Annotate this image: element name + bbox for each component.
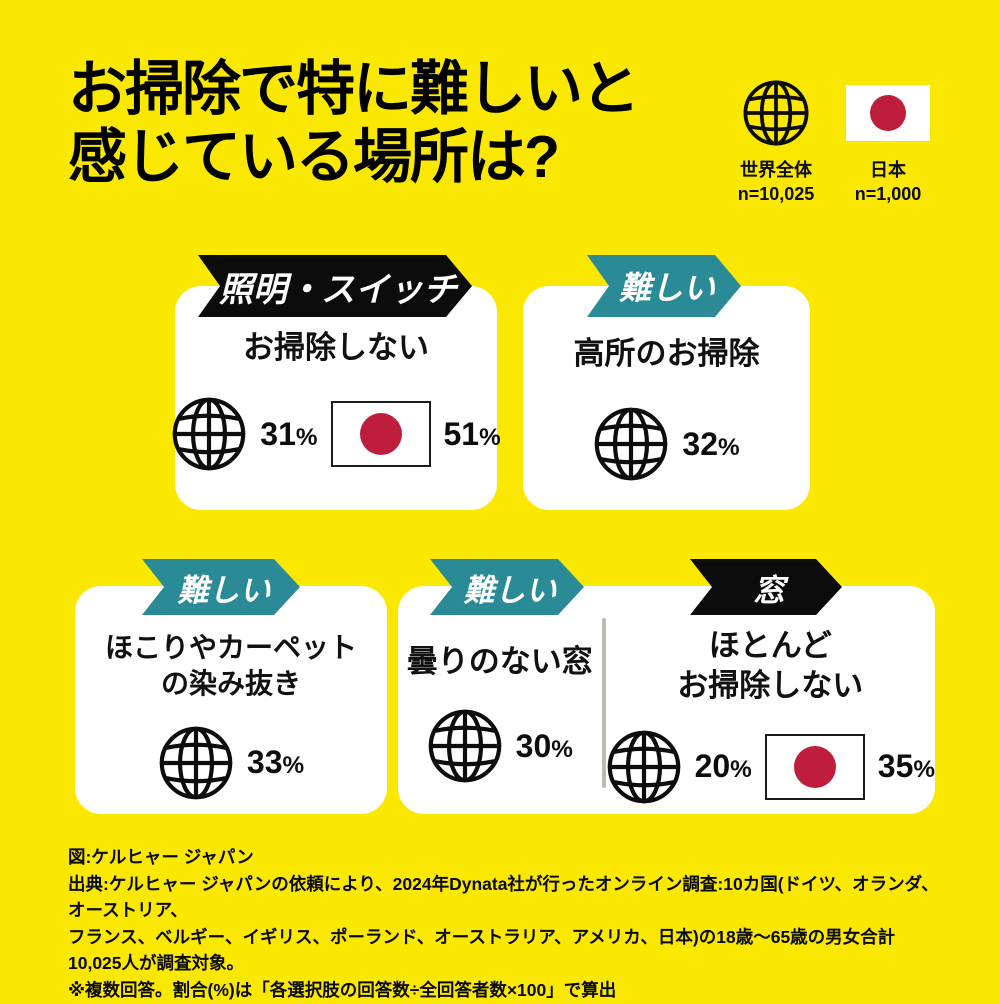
stat-row: 32% (593, 406, 740, 482)
legend-world-iconbox (724, 76, 828, 150)
card-windows: 曇りのない窓 30% ほとんど お掃除しない (398, 586, 935, 814)
stat-row: 20% 35% (606, 729, 935, 805)
japan-flag-icon (764, 733, 865, 800)
ribbon-difficult: 難しい (142, 559, 300, 615)
ribbon-lighting-switch: 照明・スイッチ (198, 255, 472, 317)
legend-world: 世界全体 n=10,025 (724, 76, 828, 207)
footer-source-line-2: フランス、ベルギー、イギリス、ポーランド、オーストラリア、アメリカ、日本)の18… (68, 926, 896, 974)
card-lighting-switch: お掃除しない 31% 51% (172, 286, 501, 510)
page-title-line-2: 感じている場所は? (68, 124, 560, 191)
footer-credit-line: 図:ケルヒャー ジャパン (68, 847, 254, 867)
card-lighting-switch-label: お掃除しない (243, 330, 429, 365)
globe-icon (743, 80, 809, 146)
legend-japan-label: 日本 (870, 160, 906, 180)
legend-world-sample-size: n=10,025 (737, 184, 815, 205)
stat-row: 31% 51% (171, 396, 501, 472)
globe-icon (172, 398, 246, 471)
flag-red-circle (870, 95, 906, 131)
card-carpet-stains-label-line-1: ほこりやカーペット (104, 632, 357, 663)
card-windows-left-label: 曇りのない窓 (406, 644, 593, 679)
card-carpet-stains-label-line-2: の染み抜き (160, 668, 301, 700)
globe-icon (159, 726, 233, 800)
legend-japan-sample-size: n=1,000 (854, 184, 922, 205)
world-percentage: 33% (246, 744, 305, 781)
ribbon-difficult: 難しい (587, 255, 741, 317)
card-carpet-stains: ほこりやカーペット の染み抜き 33% (75, 586, 387, 814)
ribbon-window: 窓 (690, 559, 842, 615)
japan-percentage: 35% (877, 748, 935, 785)
section-divider (601, 618, 606, 788)
footer-note-line: ※複数回答。割合(%)は「各選択肢の回答数÷全回答者数×100」で算出 (68, 979, 617, 1000)
stat-row: 30% (427, 708, 573, 784)
footer-source-line-1: 出典:ケルヒャー ジャパンの依頼により、2024年Dynata社が行ったオンライ… (68, 873, 939, 921)
legend-japan-iconbox (836, 76, 940, 150)
card-windows-right-label-line-1: ほとんど (708, 628, 832, 663)
flag-red-circle (793, 745, 836, 788)
card-windows-right-label-line-2: お掃除しない (677, 668, 864, 704)
japan-flag-icon (330, 401, 431, 468)
globe-icon (595, 408, 668, 481)
japan-percentage: 51% (443, 415, 501, 452)
card-high-places-label: 高所のお掃除 (573, 336, 760, 371)
card-windows-right-section: ほとんど お掃除しない 20% 35% (606, 586, 935, 814)
legend-world-label: 世界全体 (740, 160, 812, 180)
card-windows-right-label: ほとんど お掃除しない (677, 626, 863, 707)
stat-row: 33% (158, 725, 304, 801)
legend-japan: 日本 n=1,000 (836, 76, 940, 207)
globe-icon (428, 710, 501, 783)
japan-flag-icon (846, 85, 930, 141)
card-high-places: 高所のお掃除 32% (523, 286, 810, 510)
flag-red-circle (359, 413, 402, 456)
world-percentage: 31% (260, 415, 318, 452)
footer: 図:ケルヒャー ジャパン 出典:ケルヒャー ジャパンの依頼により、2024年Dy… (68, 844, 948, 1004)
ribbon-difficult: 難しい (430, 559, 584, 615)
world-percentage: 20% (694, 748, 752, 785)
card-windows-left-section: 曇りのない窓 30% (398, 586, 602, 814)
globe-icon (607, 730, 680, 803)
page-title-line-1: お掃除で特に難しいと (68, 56, 640, 122)
card-carpet-stains-label: ほこりやカーペット の染み抜き (105, 630, 357, 703)
world-percentage: 32% (682, 425, 740, 462)
page-title: お掃除で特に難しいと 感じている場所は? (68, 55, 640, 192)
world-percentage: 30% (515, 727, 573, 764)
